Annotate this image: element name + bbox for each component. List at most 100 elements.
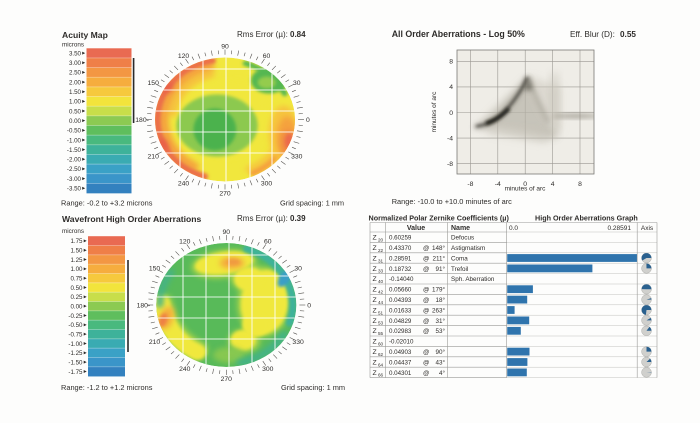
svg-text:-2.00: -2.00 xyxy=(67,157,82,164)
svg-text:Z: Z xyxy=(373,370,377,377)
svg-text:0.50: 0.50 xyxy=(69,108,82,115)
svg-text:62: 62 xyxy=(378,352,384,357)
svg-text:-8: -8 xyxy=(447,161,453,168)
svg-text:1.00: 1.00 xyxy=(69,99,82,106)
svg-text:0: 0 xyxy=(306,117,310,124)
svg-text:Coma: Coma xyxy=(451,255,468,262)
svg-text:30: 30 xyxy=(293,80,301,87)
svg-text:Axis: Axis xyxy=(641,225,654,232)
svg-text:1.00: 1.00 xyxy=(70,266,83,273)
svg-text:180-: 180- xyxy=(135,117,149,124)
svg-text:42: 42 xyxy=(378,290,384,295)
svg-text:150: 150 xyxy=(148,80,160,87)
svg-text:8: 8 xyxy=(449,59,453,66)
svg-text:Eff. Blur (D):: Eff. Blur (D): xyxy=(570,30,615,39)
svg-text:Defocus: Defocus xyxy=(451,235,474,242)
svg-text:53°: 53° xyxy=(435,327,445,335)
svg-text:3.00: 3.00 xyxy=(69,60,82,67)
svg-text:0: 0 xyxy=(449,110,453,117)
svg-text:66: 66 xyxy=(378,373,384,378)
svg-text:1.50: 1.50 xyxy=(70,248,83,255)
svg-text:3.50: 3.50 xyxy=(69,50,82,57)
svg-text:210: 210 xyxy=(148,154,160,161)
svg-text:-0.02010: -0.02010 xyxy=(389,339,414,346)
svg-text:microns: microns xyxy=(62,42,84,49)
svg-text:90: 90 xyxy=(223,229,231,236)
svg-text:31: 31 xyxy=(378,258,384,263)
svg-text:@: @ xyxy=(423,245,429,252)
svg-text:-0.50: -0.50 xyxy=(68,322,83,329)
svg-text:-1.25: -1.25 xyxy=(68,350,83,357)
svg-text:Z: Z xyxy=(373,287,377,294)
svg-text:0.60259: 0.60259 xyxy=(389,235,412,242)
svg-text:Rms Error (µ):: Rms Error (µ): xyxy=(237,214,288,223)
svg-text:All Order Aberrations - Log 50: All Order Aberrations - Log 50% xyxy=(392,29,525,39)
svg-text:0.18732: 0.18732 xyxy=(389,266,412,273)
svg-text:211°: 211° xyxy=(432,254,445,262)
svg-text:8: 8 xyxy=(578,181,582,188)
svg-text:-8: -8 xyxy=(467,181,473,188)
svg-text:Z: Z xyxy=(373,349,377,356)
svg-text:Z: Z xyxy=(373,235,377,242)
svg-text:0.28591: 0.28591 xyxy=(608,225,632,232)
svg-text:0.04393: 0.04393 xyxy=(389,297,412,304)
svg-text:0.04437: 0.04437 xyxy=(389,359,412,366)
svg-text:179°: 179° xyxy=(432,286,446,294)
svg-text:90: 90 xyxy=(221,43,229,50)
svg-text:0.75: 0.75 xyxy=(70,275,83,282)
svg-text:-1.50: -1.50 xyxy=(67,147,82,154)
svg-text:180-: 180- xyxy=(137,302,151,309)
svg-text:Z: Z xyxy=(373,318,377,325)
svg-text:60: 60 xyxy=(264,239,272,246)
svg-text:-1.00: -1.00 xyxy=(68,341,83,348)
svg-text:@: @ xyxy=(423,287,429,294)
svg-text:0.0: 0.0 xyxy=(509,225,518,232)
svg-text:210: 210 xyxy=(149,339,161,346)
svg-text:Range: -10.0 to +10.0 minutes: Range: -10.0 to +10.0 minutes of arc xyxy=(392,197,512,206)
svg-text:0.02983: 0.02983 xyxy=(389,328,412,335)
svg-text:0.25: 0.25 xyxy=(70,294,83,301)
svg-text:Z: Z xyxy=(373,339,377,346)
svg-text:-0.75: -0.75 xyxy=(68,331,83,338)
svg-text:Z: Z xyxy=(373,255,377,262)
svg-text:240: 240 xyxy=(178,181,190,188)
svg-text:1.50: 1.50 xyxy=(69,89,82,96)
svg-text:Value: Value xyxy=(407,225,425,232)
svg-text:51: 51 xyxy=(378,310,384,315)
svg-text:Acuity Map: Acuity Map xyxy=(62,30,108,40)
svg-text:120: 120 xyxy=(178,53,190,60)
svg-text:Astigmatism: Astigmatism xyxy=(451,245,485,252)
svg-text:Wavefront High Order Aberratio: Wavefront High Order Aberrations xyxy=(62,214,201,224)
svg-text:-1.75: -1.75 xyxy=(68,369,83,376)
svg-text:0.43370: 0.43370 xyxy=(389,245,412,252)
svg-text:0.50: 0.50 xyxy=(70,285,83,292)
svg-text:0.04903: 0.04903 xyxy=(389,349,412,356)
svg-text:@: @ xyxy=(423,297,429,304)
svg-text:330: 330 xyxy=(291,154,303,161)
svg-text:0.00: 0.00 xyxy=(69,118,82,125)
svg-text:-3.50: -3.50 xyxy=(67,186,82,193)
svg-text:Z: Z xyxy=(373,276,377,283)
svg-text:@: @ xyxy=(423,349,429,356)
svg-text:60: 60 xyxy=(378,342,384,347)
svg-text:Z: Z xyxy=(373,297,377,304)
svg-text:@: @ xyxy=(423,370,429,377)
svg-text:microns: microns xyxy=(62,228,84,235)
svg-text:High Order Aberrations Graph: High Order Aberrations Graph xyxy=(535,214,638,223)
svg-text:240: 240 xyxy=(179,366,191,373)
svg-text:22: 22 xyxy=(378,248,384,253)
svg-text:44: 44 xyxy=(378,300,384,305)
svg-text:33: 33 xyxy=(378,269,384,274)
svg-text:-0.25: -0.25 xyxy=(68,313,83,320)
svg-text:0.84: 0.84 xyxy=(290,30,306,39)
svg-text:-1.00: -1.00 xyxy=(67,137,82,144)
svg-text:55: 55 xyxy=(378,331,384,336)
svg-text:64: 64 xyxy=(378,362,384,367)
svg-text:-0.50: -0.50 xyxy=(67,128,82,135)
svg-text:148°: 148° xyxy=(432,244,446,252)
svg-text:Z: Z xyxy=(373,266,377,273)
svg-text:Z: Z xyxy=(373,328,377,335)
svg-text:0.00: 0.00 xyxy=(70,303,83,310)
svg-text:300: 300 xyxy=(262,366,274,373)
svg-text:Range: -1.2 to +1.2 microns: Range: -1.2 to +1.2 microns xyxy=(61,383,153,392)
